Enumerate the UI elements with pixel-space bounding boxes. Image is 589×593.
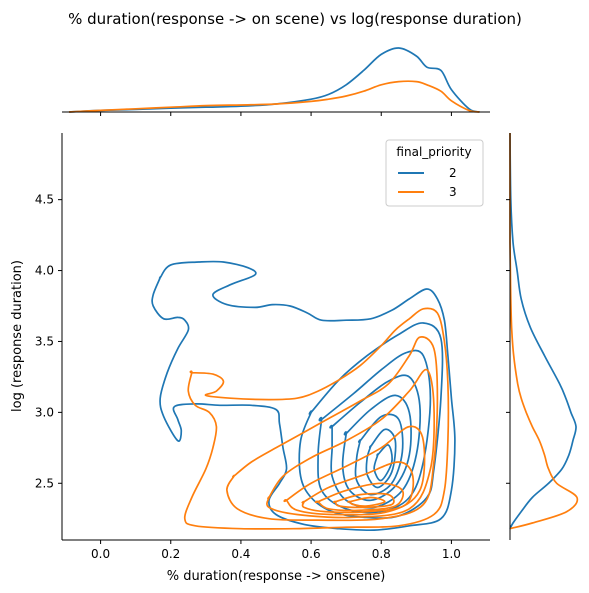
kde-contour-series-2-level-7 bbox=[365, 428, 397, 489]
marginal-x-plot bbox=[62, 47, 490, 116]
y-tick-label: 3.5 bbox=[35, 334, 54, 348]
x-tick-label: 0.2 bbox=[161, 547, 180, 561]
kde-contours bbox=[151, 260, 456, 532]
y-tick-label: 2.5 bbox=[35, 476, 54, 490]
y-tick-label: 4.5 bbox=[35, 193, 54, 207]
marginal-y-density-series-3 bbox=[509, 133, 579, 530]
legend-label-2: 2 bbox=[449, 166, 457, 180]
legend-label-3: 3 bbox=[449, 185, 457, 199]
kde-contour-series-2-level-2 bbox=[298, 322, 444, 519]
x-tick-label: 1.0 bbox=[442, 547, 461, 561]
x-tick-label: 0.6 bbox=[302, 547, 321, 561]
y-tick-label: 3.0 bbox=[35, 405, 54, 419]
marginal-y-plot bbox=[506, 132, 579, 540]
kde-contour-series-2-level-6 bbox=[354, 413, 404, 496]
legend-box bbox=[385, 139, 484, 207]
marginal-x-curves bbox=[68, 47, 480, 113]
legend-title: final_priority bbox=[396, 145, 471, 159]
chart-title: % duration(response -> on scene) vs log(… bbox=[68, 10, 522, 28]
kde-contour-series-2-level-3 bbox=[317, 349, 432, 514]
x-axis-ticks: 0.0 0.2 0.4 0.6 0.8 1.0 bbox=[91, 540, 461, 561]
kde-contour-series-3-level-1 bbox=[183, 307, 450, 530]
marginal-y-curves bbox=[509, 132, 579, 530]
kde-contour-series-3-level-4 bbox=[283, 425, 426, 516]
marginal-x-ticks bbox=[100, 112, 452, 116]
y-axis-label: log (response duration) bbox=[10, 260, 25, 412]
marginal-x-density-series-2 bbox=[68, 47, 480, 113]
kde-contour-series-2-level-1 bbox=[151, 260, 456, 532]
kde-contour-series-2-level-8 bbox=[373, 444, 393, 482]
joint-plot: 0.0 0.2 0.4 0.6 0.8 1.0 2.5 3.0 3.5 4.0 4.5 % dur… bbox=[10, 133, 490, 584]
marginal-x-density-series-3 bbox=[68, 80, 480, 113]
y-tick-label: 4.0 bbox=[35, 264, 54, 278]
kde-contour-series-2-level-5 bbox=[341, 394, 412, 502]
kde-contour-series-3-level-8 bbox=[347, 496, 386, 507]
x-tick-label: 0.0 bbox=[91, 547, 110, 561]
marginal-y-ticks bbox=[506, 199, 510, 484]
y-axis-ticks: 2.5 3.0 3.5 4.0 4.5 bbox=[35, 193, 62, 490]
legend: final_priority 2 3 bbox=[385, 139, 484, 207]
kde-contour-series-3-level-2 bbox=[226, 336, 439, 522]
x-tick-label: 0.8 bbox=[372, 547, 391, 561]
kde-contour-series-3-level-6 bbox=[314, 482, 405, 512]
marginal-y-density-series-2 bbox=[509, 132, 577, 530]
x-axis-label: % duration(response -> onscene) bbox=[167, 569, 386, 584]
kde-contour-series-3-level-5 bbox=[301, 461, 415, 514]
x-tick-label: 0.4 bbox=[231, 547, 250, 561]
kde-contour-series-3-level-7 bbox=[332, 492, 395, 509]
kde-contour-series-3-level-3 bbox=[266, 368, 436, 519]
